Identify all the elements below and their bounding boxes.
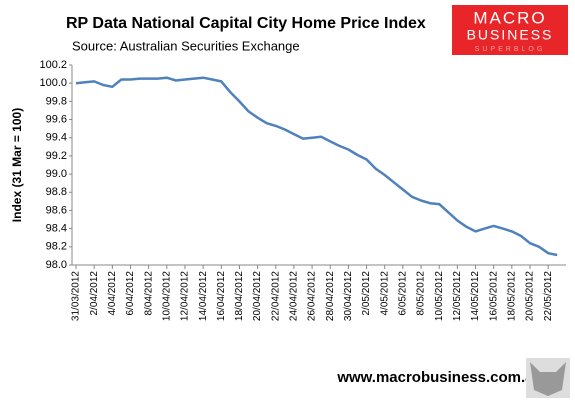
logo-box [452, 5, 568, 55]
y-tick-label: 98.6 [46, 204, 67, 216]
x-tick-label: 14/04/2012 [198, 271, 209, 321]
x-tick-label: 20/04/2012 [252, 271, 263, 321]
y-tick-label: 100.0 [39, 77, 67, 89]
x-tick-label: 22/04/2012 [270, 271, 281, 321]
x-tick-label: 8/05/2012 [416, 271, 427, 316]
chart-subtitle: Source: Australian Securities Exchange [72, 38, 300, 53]
logo-text: SUPERBLOG [475, 46, 546, 53]
logo: MACRO BUSINESS SUPERBLOG [452, 5, 568, 55]
x-tick-label: 6/05/2012 [398, 271, 409, 316]
x-tick-label: 4/04/2012 [107, 271, 118, 316]
x-tick-label: 10/05/2012 [434, 271, 445, 321]
x-tick-label: 2/04/2012 [89, 271, 100, 316]
footer: www.macrobusiness.com.au [336, 369, 542, 386]
logo-text: MACRO [473, 8, 546, 27]
x-tick-label: 8/04/2012 [143, 271, 154, 316]
chart-title: RP Data National Capital City Home Price… [66, 15, 426, 32]
x-tick-label: 6/04/2012 [125, 271, 136, 316]
x-tick-label: 24/04/2012 [289, 271, 300, 321]
y-tick-label: 99.0 [46, 168, 67, 180]
y-tick-label: 99.8 [46, 95, 67, 107]
x-tick-label: 4/05/2012 [379, 271, 390, 316]
icon-shape [530, 362, 566, 396]
y-axis-title: Index (31 Mar = 100) [10, 108, 24, 222]
y-tick-label: 100.2 [39, 59, 67, 71]
wolf-icon [526, 358, 570, 398]
x-tick-label: 22/05/2012 [543, 271, 554, 321]
x-tick-label: 30/04/2012 [343, 271, 354, 321]
x-tick-label: 31/03/2012 [71, 271, 82, 321]
y-tick-label: 99.2 [46, 150, 67, 162]
y-tick-label: 98.8 [46, 186, 67, 198]
y-tick-label: 99.6 [46, 113, 67, 125]
x-tick-label: 12/04/2012 [180, 271, 191, 321]
y-tick-label: 98.0 [46, 259, 67, 271]
x-tick-label: 18/05/2012 [506, 271, 517, 321]
x-tick-label: 12/05/2012 [452, 271, 463, 321]
y-tick-label: 98.4 [46, 223, 67, 235]
x-tick-label: 10/04/2012 [161, 271, 172, 321]
x-tick-label: 16/05/2012 [488, 271, 499, 321]
x-tick-label: 2/05/2012 [361, 271, 372, 316]
y-tick-label: 99.4 [46, 132, 67, 144]
x-tick-label: 14/05/2012 [470, 271, 481, 321]
x-tick-label: 18/04/2012 [234, 271, 245, 321]
x-tick-label: 16/04/2012 [216, 271, 227, 321]
logo-text: BUSINESS [467, 27, 554, 43]
x-tick-label: 28/04/2012 [325, 271, 336, 321]
x-tick-label: 26/04/2012 [307, 271, 318, 321]
line [75, 76, 558, 257]
x-tick-label: 20/05/2012 [525, 271, 536, 321]
y-tick-label: 98.2 [46, 241, 67, 253]
